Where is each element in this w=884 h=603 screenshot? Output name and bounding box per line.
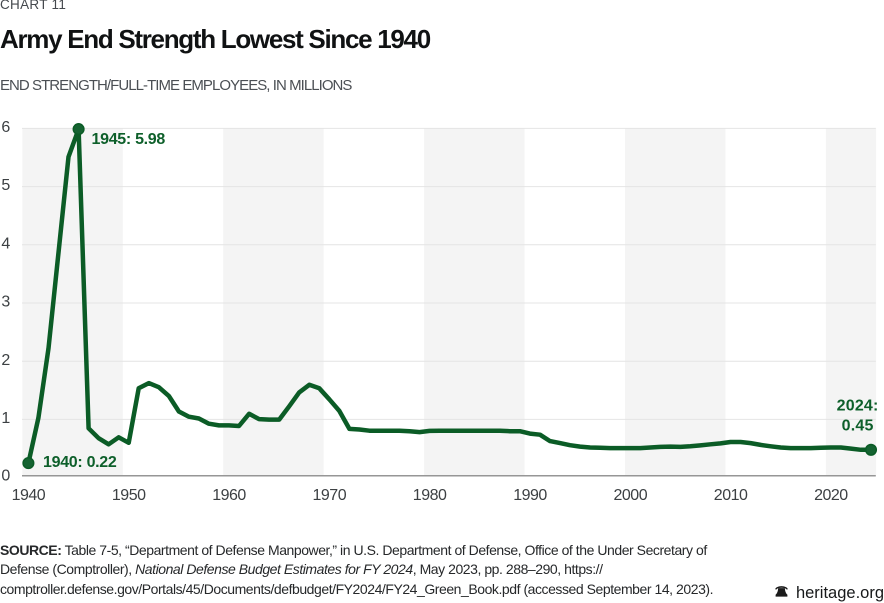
svg-text:1980: 1980 — [413, 487, 447, 504]
svg-text:4: 4 — [1, 235, 10, 252]
svg-text:1960: 1960 — [212, 487, 246, 504]
svg-text:1945: 5.98: 1945: 5.98 — [92, 131, 166, 148]
svg-text:6: 6 — [1, 119, 10, 136]
svg-text:2: 2 — [1, 352, 10, 369]
svg-text:0.45: 0.45 — [842, 417, 874, 434]
svg-text:2010: 2010 — [714, 487, 748, 504]
svg-text:1: 1 — [1, 410, 10, 427]
svg-text:2024:: 2024: — [837, 397, 879, 414]
svg-text:2020: 2020 — [814, 487, 848, 504]
svg-text:1940: 0.22: 1940: 0.22 — [43, 454, 117, 471]
svg-text:1940: 1940 — [12, 487, 46, 504]
svg-text:3: 3 — [1, 294, 10, 311]
svg-text:1990: 1990 — [513, 487, 547, 504]
svg-text:2000: 2000 — [614, 487, 648, 504]
svg-text:1970: 1970 — [313, 487, 347, 504]
svg-text:0: 0 — [1, 468, 10, 485]
svg-text:5: 5 — [1, 177, 10, 194]
svg-text:1950: 1950 — [112, 487, 146, 504]
